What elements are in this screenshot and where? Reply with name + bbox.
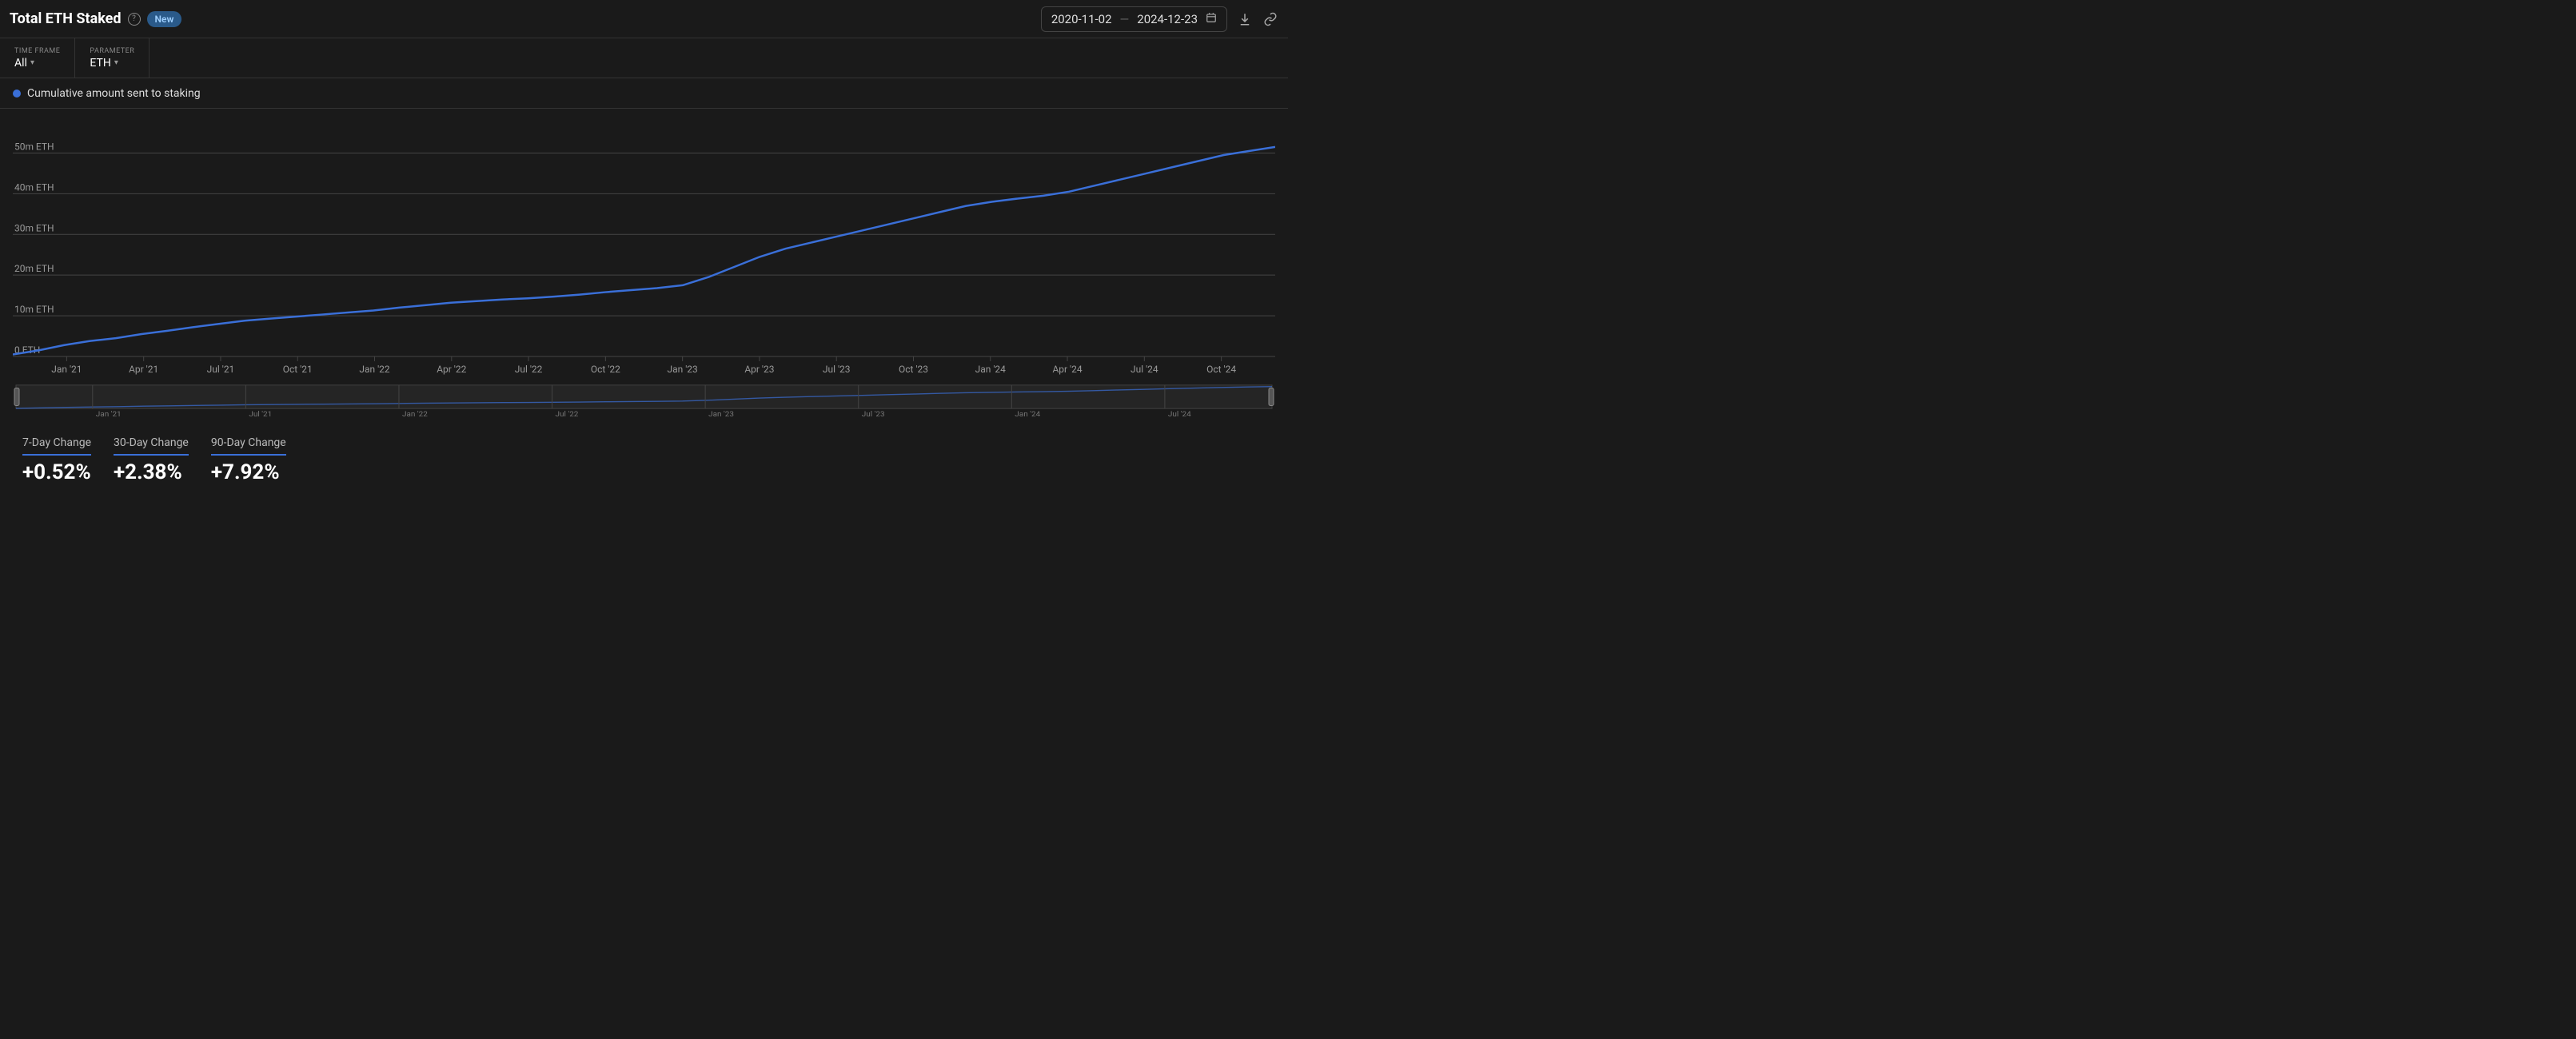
svg-text:Jul '24: Jul '24 <box>1130 364 1158 375</box>
svg-text:Jul '24: Jul '24 <box>1168 411 1192 419</box>
svg-text:Oct '23: Oct '23 <box>899 364 928 375</box>
filters-bar: TIME FRAME All ▾ PARAMETER ETH ▾ <box>0 38 1288 78</box>
svg-text:Jan '22: Jan '22 <box>402 411 429 419</box>
svg-text:Jul '22: Jul '22 <box>515 364 543 375</box>
svg-text:Oct '21: Oct '21 <box>283 364 313 375</box>
date-end: 2024-12-23 <box>1137 12 1198 26</box>
svg-text:Apr '23: Apr '23 <box>744 364 774 375</box>
svg-text:Oct '24: Oct '24 <box>1206 364 1236 375</box>
header-left: Total ETH Staked ? New <box>10 10 181 27</box>
svg-text:Oct '22: Oct '22 <box>591 364 620 375</box>
timeframe-filter[interactable]: TIME FRAME All ▾ <box>0 38 75 78</box>
parameter-label: PARAMETER <box>90 47 134 55</box>
svg-text:Apr '21: Apr '21 <box>129 364 158 375</box>
chevron-down-icon: ▾ <box>114 58 118 67</box>
svg-text:Jul '21: Jul '21 <box>207 364 235 375</box>
parameter-filter[interactable]: PARAMETER ETH ▾ <box>75 38 150 78</box>
stat-value: +7.92% <box>211 460 286 484</box>
svg-text:Jan '21: Jan '21 <box>96 411 122 419</box>
svg-text:50m ETH: 50m ETH <box>14 141 54 152</box>
download-icon[interactable] <box>1237 11 1253 27</box>
date-separator: — <box>1120 12 1130 26</box>
svg-text:Jul '21: Jul '21 <box>249 411 272 419</box>
new-badge: New <box>147 11 182 27</box>
svg-text:Jan '24: Jan '24 <box>1015 411 1041 419</box>
parameter-value: ETH ▾ <box>90 57 134 70</box>
header: Total ETH Staked ? New 2020-11-02 — 2024… <box>0 0 1288 38</box>
chevron-down-icon: ▾ <box>30 58 34 67</box>
svg-text:Jul '23: Jul '23 <box>862 411 885 419</box>
svg-text:Jan '22: Jan '22 <box>359 364 390 375</box>
link-icon[interactable] <box>1262 11 1278 27</box>
stat-value: +0.52% <box>22 460 91 484</box>
legend-series-label: Cumulative amount sent to staking <box>27 87 201 100</box>
svg-text:30m ETH: 30m ETH <box>14 222 54 233</box>
calendar-icon <box>1206 12 1217 26</box>
svg-text:20m ETH: 20m ETH <box>14 263 54 274</box>
svg-text:Jan '23: Jan '23 <box>667 364 697 375</box>
header-right: 2020-11-02 — 2024-12-23 <box>1041 6 1278 32</box>
brush-chart[interactable]: Jan '21 Jul '21 Jan '22 Jul '22 Jan '23 Jul '… <box>0 380 1288 422</box>
stat-90day: 90-Day Change +7.92% <box>211 436 286 484</box>
svg-text:Jan '21: Jan '21 <box>51 364 82 375</box>
svg-text:Jul '22: Jul '22 <box>556 411 580 419</box>
svg-text:Apr '24: Apr '24 <box>1052 364 1082 375</box>
legend: Cumulative amount sent to staking <box>0 78 1288 109</box>
date-start: 2020-11-02 <box>1051 12 1112 26</box>
timeframe-label: TIME FRAME <box>14 47 60 55</box>
page-title: Total ETH Staked <box>10 10 122 27</box>
svg-text:Apr '22: Apr '22 <box>437 364 466 375</box>
date-range-picker[interactable]: 2020-11-02 — 2024-12-23 <box>1041 6 1227 32</box>
stat-label: 90-Day Change <box>211 436 286 456</box>
timeframe-value: All ▾ <box>14 57 60 70</box>
stats-row: 7-Day Change +0.52% 30-Day Change +2.38%… <box>0 422 1288 499</box>
info-icon[interactable]: ? <box>128 13 141 26</box>
legend-dot <box>13 90 21 98</box>
stat-value: +2.38% <box>114 460 189 484</box>
svg-text:Jan '24: Jan '24 <box>975 364 1007 375</box>
stat-7day: 7-Day Change +0.52% <box>22 436 91 484</box>
svg-text:40m ETH: 40m ETH <box>14 181 54 193</box>
svg-text:10m ETH: 10m ETH <box>14 304 54 315</box>
stat-label: 30-Day Change <box>114 436 189 456</box>
svg-text:Jul '23: Jul '23 <box>823 364 851 375</box>
svg-text:Jan '23: Jan '23 <box>708 411 734 419</box>
main-chart[interactable]: 0 ETH10m ETH20m ETH30m ETH40m ETH50m ETH… <box>0 109 1288 380</box>
stat-30day: 30-Day Change +2.38% <box>114 436 189 484</box>
stat-label: 7-Day Change <box>22 436 91 456</box>
